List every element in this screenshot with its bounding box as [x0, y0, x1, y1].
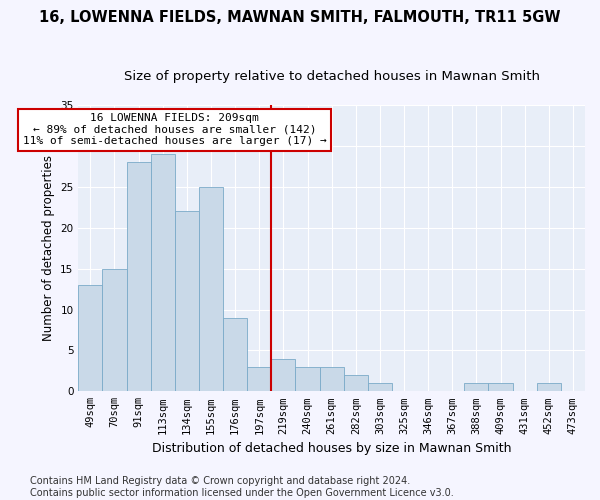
- Text: 16, LOWENNA FIELDS, MAWNAN SMITH, FALMOUTH, TR11 5GW: 16, LOWENNA FIELDS, MAWNAN SMITH, FALMOU…: [39, 10, 561, 25]
- Bar: [295, 367, 320, 392]
- Bar: [103, 268, 127, 392]
- Text: Contains HM Land Registry data © Crown copyright and database right 2024.
Contai: Contains HM Land Registry data © Crown c…: [30, 476, 454, 498]
- Bar: [151, 154, 175, 392]
- Title: Size of property relative to detached houses in Mawnan Smith: Size of property relative to detached ho…: [124, 70, 539, 83]
- Bar: [488, 383, 512, 392]
- Y-axis label: Number of detached properties: Number of detached properties: [41, 155, 55, 341]
- Bar: [368, 383, 392, 392]
- Bar: [537, 383, 561, 392]
- Bar: [79, 285, 103, 392]
- Bar: [223, 318, 247, 392]
- Bar: [175, 212, 199, 392]
- Bar: [464, 383, 488, 392]
- Bar: [199, 187, 223, 392]
- X-axis label: Distribution of detached houses by size in Mawnan Smith: Distribution of detached houses by size …: [152, 442, 511, 455]
- Bar: [127, 162, 151, 392]
- Text: 16 LOWENNA FIELDS: 209sqm
← 89% of detached houses are smaller (142)
11% of semi: 16 LOWENNA FIELDS: 209sqm ← 89% of detac…: [23, 113, 326, 146]
- Bar: [320, 367, 344, 392]
- Bar: [247, 367, 271, 392]
- Bar: [344, 375, 368, 392]
- Bar: [271, 358, 295, 392]
